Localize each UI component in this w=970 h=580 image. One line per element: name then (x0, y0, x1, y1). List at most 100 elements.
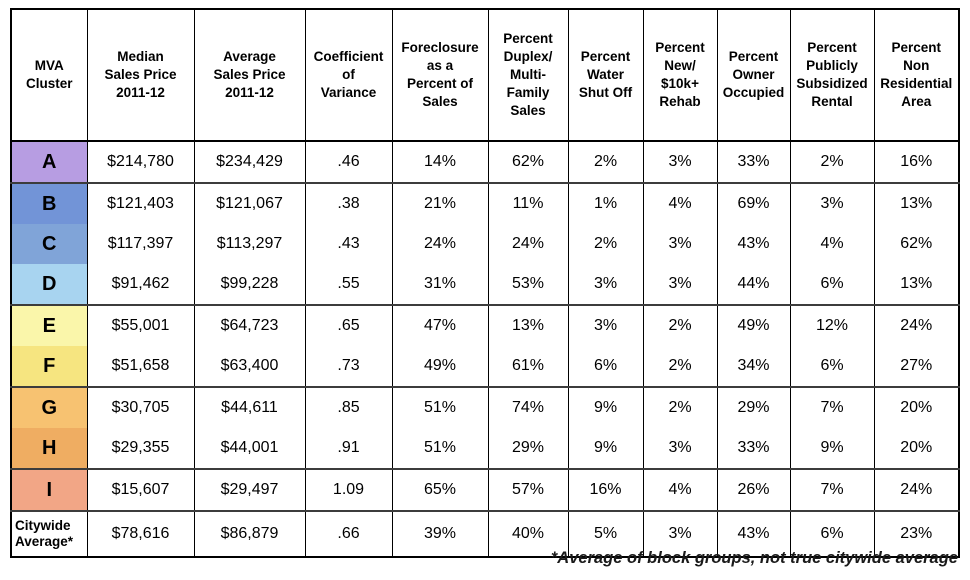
table-row: I $15,607 $29,497 1.09 65% 57% 16% 4% 26% 7% 24% (10, 469, 960, 512)
value-cell: .43 (304, 224, 393, 264)
value-cell: 4% (642, 183, 718, 224)
value-cell: 49% (716, 305, 791, 346)
value-cell: 57% (487, 469, 569, 512)
value-cell: 21% (391, 183, 489, 224)
column-header: Percent Publicly Subsidized Rental (789, 9, 875, 142)
value-cell: 51% (391, 387, 489, 428)
value-cell: 44% (716, 264, 791, 306)
value-cell: 6% (789, 511, 875, 557)
value-cell: 1% (567, 183, 644, 224)
value-cell: 6% (567, 346, 644, 388)
value-cell: 2% (567, 141, 644, 184)
cluster-cell: I (10, 469, 88, 512)
value-cell: $55,001 (86, 305, 195, 346)
value-cell: 7% (789, 469, 875, 512)
value-cell: $51,658 (86, 346, 195, 388)
value-cell: 2% (567, 224, 644, 264)
value-cell: 3% (642, 511, 718, 557)
value-cell: 9% (567, 428, 644, 470)
cluster-cell: B (10, 183, 88, 224)
value-cell: 23% (873, 511, 960, 557)
value-cell: $44,611 (193, 387, 306, 428)
value-cell: $63,400 (193, 346, 306, 388)
column-header: Median Sales Price 2011-12 (86, 9, 195, 142)
footnote: *Average of block groups, not true cityw… (550, 549, 958, 567)
value-cell: 53% (487, 264, 569, 306)
value-cell: 24% (873, 469, 960, 512)
value-cell: 61% (487, 346, 569, 388)
value-cell: $64,723 (193, 305, 306, 346)
value-cell: 16% (873, 141, 960, 184)
table-row: H $29,355 $44,001.91 51% 29% 9% 3% 33% 9% 20% (10, 428, 960, 470)
table-row: Citywide Average* $78,616 $86,879.66 39% 40%… (10, 511, 960, 557)
value-cell: 9% (789, 428, 875, 470)
value-cell: 62% (487, 141, 569, 184)
value-cell: 1.09 (304, 469, 393, 512)
column-header: Percent Water Shut Off (567, 9, 644, 142)
value-cell: $113,297 (193, 224, 306, 264)
cluster-cell: G (10, 387, 88, 428)
column-header: MVA Cluster (10, 9, 88, 142)
value-cell: $121,403 (86, 183, 195, 224)
column-header: Average Sales Price 2011-12 (193, 9, 306, 142)
value-cell: 74% (487, 387, 569, 428)
value-cell: .85 (304, 387, 393, 428)
value-cell: 3% (567, 305, 644, 346)
value-cell: $44,001 (193, 428, 306, 470)
value-cell: 33% (716, 428, 791, 470)
table-row: G $30,705 $44,611.85 51% 74% 9% 2% 29% 7% 20% (10, 387, 960, 428)
value-cell: .91 (304, 428, 393, 470)
value-cell: 49% (391, 346, 489, 388)
value-cell: .38 (304, 183, 393, 224)
table-row: B $121,403 $121,067.38 21% 11% 1% 4% 69% 3% 13% (10, 183, 960, 224)
mva-cluster-table: MVA Cluster Median Sales Price 2011-12 Ave… (10, 8, 960, 558)
value-cell: $15,607 (86, 469, 195, 512)
value-cell: $121,067 (193, 183, 306, 224)
value-cell: 43% (716, 224, 791, 264)
cluster-cell: D (10, 264, 88, 306)
value-cell: 3% (642, 428, 718, 470)
value-cell: 39% (391, 511, 489, 557)
value-cell: $30,705 (86, 387, 195, 428)
header-row: MVA Cluster Median Sales Price 2011-12 Ave… (10, 9, 960, 142)
value-cell: 3% (567, 264, 644, 306)
value-cell: 40% (487, 511, 569, 557)
value-cell: 24% (391, 224, 489, 264)
value-cell: 20% (873, 387, 960, 428)
value-cell: 4% (642, 469, 718, 512)
value-cell: 11% (487, 183, 569, 224)
value-cell: 6% (789, 346, 875, 388)
value-cell: $117,397 (86, 224, 195, 264)
value-cell: 47% (391, 305, 489, 346)
value-cell: 16% (567, 469, 644, 512)
value-cell: 5% (567, 511, 644, 557)
value-cell: $86,879 (193, 511, 306, 557)
value-cell: 2% (789, 141, 875, 184)
value-cell: $99,228 (193, 264, 306, 306)
value-cell: 29% (716, 387, 791, 428)
value-cell: 3% (642, 224, 718, 264)
value-cell: 26% (716, 469, 791, 512)
value-cell: .46 (304, 141, 393, 184)
value-cell: .73 (304, 346, 393, 388)
value-cell: .66 (304, 511, 393, 557)
value-cell: 13% (873, 264, 960, 306)
value-cell: $29,497 (193, 469, 306, 512)
value-cell: 2% (642, 305, 718, 346)
value-cell: 27% (873, 346, 960, 388)
cluster-cell: C (10, 224, 88, 264)
value-cell: .55 (304, 264, 393, 306)
value-cell: 9% (567, 387, 644, 428)
table-row: F $51,658 $63,400.73 49% 61% 6% 2% 34% 6% 27% (10, 346, 960, 388)
cluster-cell: E (10, 305, 88, 346)
table-header: MVA Cluster Median Sales Price 2011-12 Ave… (10, 9, 960, 142)
value-cell: 69% (716, 183, 791, 224)
column-header: Percent Owner Occupied (716, 9, 791, 142)
value-cell: 65% (391, 469, 489, 512)
table-row: C $117,397 $113,297.43 24% 24% 2% 3% 43% 4% 62% (10, 224, 960, 264)
value-cell: 51% (391, 428, 489, 470)
value-cell: 13% (873, 183, 960, 224)
table-row: A $214,780 $234,429.46 14% 62% 2% 3% 33% 2% 16% (10, 141, 960, 184)
column-header: Percent Duplex/ Multi- Family Sales (487, 9, 569, 142)
